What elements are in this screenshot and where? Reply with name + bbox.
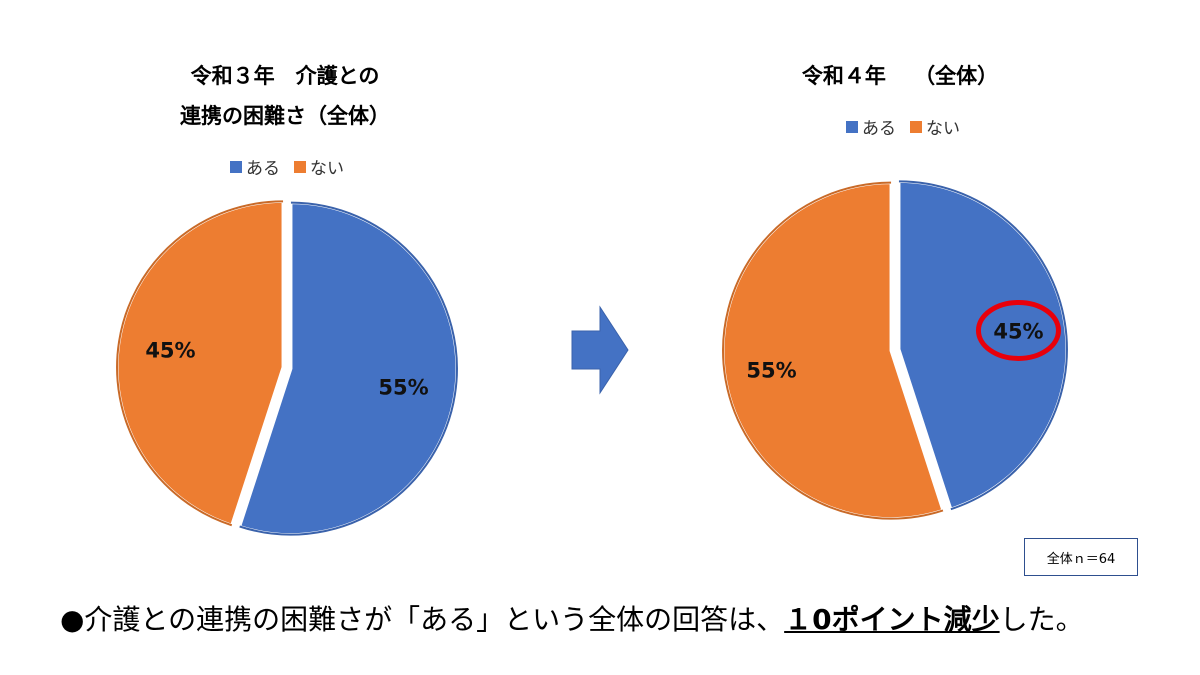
highlight-circle xyxy=(975,299,1061,361)
legend-label-yes: ある xyxy=(246,159,280,179)
pie-slice-edge xyxy=(116,200,284,527)
chart2-pie: 45% 55% xyxy=(721,179,1069,521)
legend-swatch-no xyxy=(294,160,306,173)
summary-text: ●介護との連携の困難さが「ある」という全体の回答は、１0ポイント減少した。 xyxy=(60,598,1084,638)
pie-data-label: 45% xyxy=(145,339,195,363)
pie-data-label: 55% xyxy=(378,375,428,399)
sample-size-note: 全体ｎ＝64 xyxy=(1024,538,1138,576)
chart1-title-line1: 令和３年 介護との xyxy=(190,64,380,88)
legend-label-yes: ある xyxy=(862,119,896,139)
chart2-title-line1: 令和４年 （全体） xyxy=(801,64,999,88)
legend-swatch-yes xyxy=(230,160,242,173)
legend-swatch-no xyxy=(910,120,922,133)
chart1-legend-yes: ある xyxy=(230,154,280,179)
chart2-title: 令和４年 （全体） xyxy=(750,56,1050,96)
summary-suffix: した。 xyxy=(999,603,1084,636)
chart1-legend: ある ない xyxy=(230,154,344,179)
summary-prefix: ●介護との連携の困難さが「ある」という全体の回答は、 xyxy=(60,603,785,636)
pie-data-label: 55% xyxy=(746,359,796,383)
right-arrow-icon xyxy=(571,305,629,395)
summary-emphasis: １0ポイント減少 xyxy=(784,603,1000,636)
pie-slice-edge xyxy=(722,181,944,520)
chart1-legend-no: ない xyxy=(294,154,344,179)
legend-label-no: ない xyxy=(310,159,344,179)
legend-swatch-yes xyxy=(846,120,858,133)
pie-slice-edge xyxy=(239,201,458,536)
chart1-title-line2: 連携の困難さ（全体） xyxy=(180,104,390,128)
legend-label-no: ない xyxy=(926,119,960,139)
chart1-title: 令和３年 介護との 連携の困難さ（全体） xyxy=(140,56,430,136)
chart1-pie: 55% 45% xyxy=(115,199,459,537)
pie-data-label: 45% xyxy=(993,319,1043,343)
chart2-legend-yes: ある xyxy=(846,114,896,139)
chart2-legend-no: ない xyxy=(910,114,960,139)
pie-slice-edge xyxy=(898,180,1068,511)
chart2-legend: ある ない xyxy=(846,114,960,139)
